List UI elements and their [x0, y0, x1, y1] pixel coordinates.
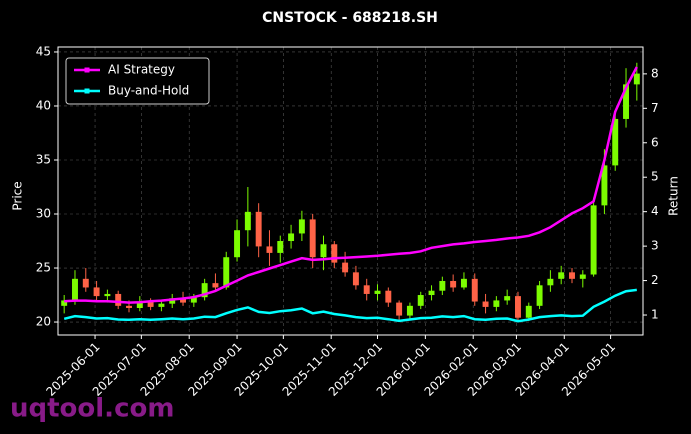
y2-tick-label: 2: [651, 273, 659, 287]
candle-body: [374, 290, 381, 294]
candle-body: [136, 301, 143, 308]
plot-frame: [57, 46, 644, 336]
candle-body: [547, 278, 554, 286]
candle-body: [277, 241, 284, 253]
candle-body: [352, 272, 359, 286]
candle-body: [482, 301, 489, 307]
candle-body: [93, 287, 100, 297]
y-axis-label: Price: [11, 181, 25, 210]
candle-body: [569, 272, 575, 279]
chart-title: CNSTOCK - 688218.SH: [262, 10, 438, 26]
candle-body: [515, 296, 521, 318]
y-tick-label: 45: [36, 44, 51, 58]
candle-body: [223, 257, 230, 288]
candle-body: [104, 293, 111, 297]
line-series: [63, 288, 637, 323]
candle-body: [504, 296, 511, 301]
line-series: [64, 66, 638, 304]
candle-body: [623, 84, 629, 119]
watermark: uqtool.com: [10, 394, 174, 424]
candle-body: [169, 298, 176, 304]
candle-body: [633, 73, 640, 85]
y2-axis-label: Return: [667, 176, 681, 216]
candle-body: [396, 302, 403, 316]
candle-body: [266, 246, 273, 253]
candle-body: [439, 280, 446, 291]
y-tick-label: 35: [36, 152, 51, 166]
y2-tick-label: 8: [651, 66, 659, 80]
candle-body: [82, 278, 89, 288]
candle-body: [558, 272, 565, 279]
candle-body: [525, 305, 532, 318]
y-tick-label: 20: [36, 315, 51, 329]
candle-body: [406, 305, 413, 316]
candle-body: [342, 262, 349, 273]
candle-body: [536, 285, 543, 306]
y2-tick-label: 4: [651, 204, 659, 218]
y2-tick-label: 6: [651, 135, 659, 149]
candle-body: [590, 205, 597, 275]
candle-body: [579, 274, 586, 279]
candle-body: [612, 118, 619, 166]
candle-body: [190, 297, 197, 303]
candle-body: [601, 165, 608, 206]
candle-body: [493, 300, 500, 307]
candle-body: [298, 219, 305, 234]
legend-box: [65, 57, 210, 105]
candle-body: [363, 285, 370, 294]
candle-body: [417, 295, 424, 306]
y-tick-label: 30: [36, 207, 51, 221]
legend-label: AI Strategy: [108, 63, 175, 77]
candle-body: [320, 244, 327, 258]
candle-body: [212, 283, 219, 288]
y2-tick-label: 7: [651, 101, 659, 115]
candle-body: [61, 300, 68, 306]
candle-body: [158, 303, 165, 307]
candle-body: [244, 211, 251, 231]
candle-body: [72, 278, 78, 301]
candle-body: [234, 230, 241, 258]
y-tick-label: 25: [36, 261, 51, 275]
candle-body: [126, 305, 132, 308]
candle-body: [201, 283, 208, 298]
candle-body: [147, 301, 154, 307]
y2-tick-label: 1: [651, 308, 659, 322]
y-tick-label: 40: [36, 98, 51, 112]
y2-tick-label: 3: [651, 239, 659, 253]
legend-label: Buy-and-Hold: [108, 84, 189, 98]
candle-body: [115, 293, 122, 306]
candle-body: [385, 290, 392, 303]
candle-body: [331, 244, 338, 263]
candle-body: [180, 298, 186, 303]
legend-marker: [84, 88, 90, 94]
candle-body: [428, 290, 435, 296]
candle-body: [309, 219, 316, 258]
candle-body: [288, 233, 295, 242]
candle-body: [460, 278, 467, 288]
candle-body: [255, 211, 262, 247]
candle-body: [471, 278, 478, 302]
candle-body: [450, 280, 457, 288]
legend-marker: [84, 67, 90, 73]
y2-tick-label: 5: [651, 170, 659, 184]
